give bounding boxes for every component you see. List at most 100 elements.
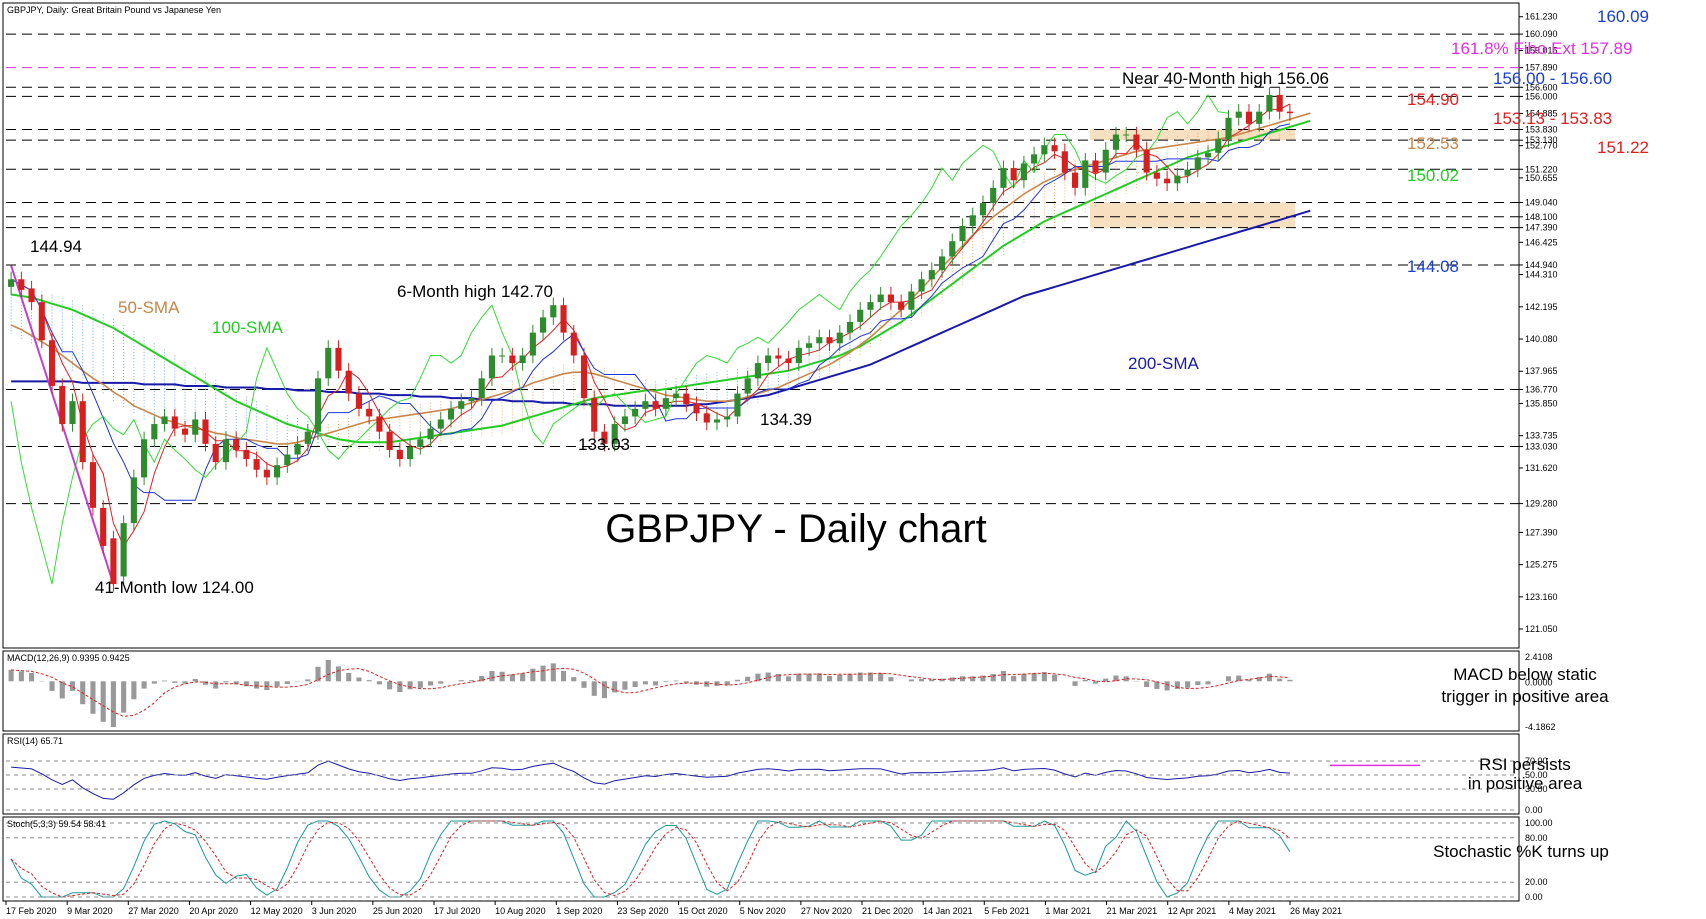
candle-body-93 bbox=[959, 225, 966, 242]
candle-body-75 bbox=[775, 355, 782, 359]
candle-body-6 bbox=[69, 401, 76, 425]
macd-signal-line bbox=[11, 667, 1290, 717]
y-tick-label-18: 142.195 bbox=[1525, 302, 1558, 312]
rsi-annotation-line1: RSI persists bbox=[1479, 755, 1571, 774]
x-tick-label-19: 12 Apr 2021 bbox=[1168, 906, 1217, 916]
x-tick-label-20: 4 May 2021 bbox=[1229, 906, 1276, 916]
y-tick-label-24: 133.030 bbox=[1525, 441, 1558, 451]
candle-body-96 bbox=[990, 187, 997, 204]
candle-body-51 bbox=[529, 332, 536, 356]
candle-body-31 bbox=[325, 347, 332, 379]
candle-body-120 bbox=[1235, 111, 1242, 118]
candle-body-81 bbox=[836, 332, 843, 344]
x-tick-label-0: 17 Feb 2020 bbox=[6, 906, 57, 916]
candle-body-25 bbox=[263, 469, 270, 478]
candle-body-8 bbox=[89, 462, 97, 508]
candle-body-59 bbox=[611, 424, 618, 444]
candle-body-104 bbox=[1071, 172, 1079, 188]
y-tick-label-3: 157.890 bbox=[1525, 63, 1558, 73]
annotation-41m-low: 41-Month low 124.00 bbox=[95, 578, 254, 597]
rsi-line bbox=[11, 760, 1290, 800]
chikou-span-line bbox=[10, 93, 1229, 585]
candle-body-43 bbox=[447, 408, 455, 420]
candle-body-65 bbox=[673, 393, 680, 399]
y-tick-label-6: 154.885 bbox=[1525, 108, 1558, 118]
x-tick-label-15: 14 Jan 2021 bbox=[923, 906, 973, 916]
pane3-y-tick-2: 20.00 bbox=[1525, 877, 1548, 887]
candle-body-62 bbox=[642, 401, 649, 409]
candle-body-115 bbox=[1184, 169, 1191, 176]
sma100-line bbox=[10, 119, 1311, 444]
candle-body-113 bbox=[1164, 178, 1171, 184]
x-tick-label-7: 17 Jul 2020 bbox=[434, 906, 481, 916]
rsi-line bbox=[11, 760, 1420, 800]
candle-body-12 bbox=[130, 477, 137, 524]
pane2-y-tick-3: 0.00 bbox=[1525, 805, 1543, 815]
candle-body-30 bbox=[314, 378, 322, 432]
level-label-150-02: 150.02 bbox=[1407, 166, 1459, 185]
y-tick-label-9: 152.770 bbox=[1525, 141, 1558, 151]
candle-body-74 bbox=[765, 355, 772, 364]
macd-histogram bbox=[8, 659, 1293, 727]
candle-body-60 bbox=[621, 416, 628, 425]
y-tick-label-14: 147.390 bbox=[1525, 223, 1558, 233]
y-tick-label-8: 153.130 bbox=[1525, 135, 1558, 145]
rsi-title: RSI(14) 65.71 bbox=[7, 736, 63, 746]
stoch-pane-frame bbox=[2, 816, 1520, 902]
candle-body-49 bbox=[509, 355, 516, 364]
candle-body-87 bbox=[898, 302, 905, 310]
pane1-y-tick-0: 2.4108 bbox=[1525, 652, 1553, 662]
candle-body-39 bbox=[407, 446, 414, 460]
candle-body-77 bbox=[795, 347, 802, 364]
candle-body-79 bbox=[816, 337, 823, 344]
candle-body-116 bbox=[1194, 157, 1201, 170]
pane2-y-tick-1: 50.00 bbox=[1525, 770, 1548, 780]
candle-body-0 bbox=[8, 279, 15, 287]
y-tick-label-26: 129.280 bbox=[1525, 499, 1558, 509]
y-tick-label-2: 159.015 bbox=[1525, 45, 1558, 55]
level-label-144-08: 144.08 bbox=[1407, 257, 1459, 276]
candle-body-85 bbox=[877, 294, 884, 303]
y-tick-label-25: 131.620 bbox=[1525, 463, 1558, 473]
candle-body-66 bbox=[683, 393, 690, 405]
y-tick-label-12: 149.040 bbox=[1525, 197, 1558, 207]
candle-body-18 bbox=[192, 419, 199, 435]
candle-body-42 bbox=[437, 419, 444, 429]
level-label-fibo: 161.8% Fibo Ext 157.89 bbox=[1451, 39, 1632, 58]
candle-body-97 bbox=[1000, 168, 1007, 188]
candle-body-15 bbox=[161, 416, 168, 425]
candle-body-50 bbox=[519, 355, 526, 364]
y-tick-label-1: 160.090 bbox=[1525, 29, 1558, 39]
y-tick-label-15: 146.425 bbox=[1525, 237, 1558, 247]
annotation-40m-high: Near 40-Month high 156.06 bbox=[1122, 69, 1329, 88]
x-tick-label-8: 10 Aug 2020 bbox=[495, 906, 546, 916]
candle-body-55 bbox=[570, 332, 577, 356]
candle-body-19 bbox=[202, 419, 209, 444]
candle-body-72 bbox=[744, 378, 751, 394]
candle-body-32 bbox=[335, 347, 342, 371]
y-tick-label-10: 151.220 bbox=[1525, 164, 1558, 174]
candle-body-17 bbox=[181, 428, 189, 435]
y-tick-label-17: 144.310 bbox=[1525, 270, 1558, 280]
horizontal-levels bbox=[6, 33, 1519, 505]
candle-body-37 bbox=[386, 431, 393, 450]
level-label-152-53: 152.53 bbox=[1407, 134, 1459, 153]
y-tick-label-21: 136.770 bbox=[1525, 384, 1558, 394]
macd-title: MACD(12,26,9) 0.9395 0.9425 bbox=[7, 653, 130, 663]
candle-body-52 bbox=[540, 317, 547, 333]
candle-body-2 bbox=[28, 288, 35, 303]
y-tick-label-4: 156.600 bbox=[1525, 82, 1558, 92]
candle-body-36 bbox=[376, 416, 383, 432]
candle-body-106 bbox=[1092, 160, 1099, 173]
y-tick-label-0: 161.230 bbox=[1525, 12, 1558, 22]
candle-body-119 bbox=[1225, 117, 1232, 140]
chart-big-title: GBPJPY - Daily chart bbox=[605, 507, 987, 551]
stoch-d-line bbox=[10, 820, 1291, 898]
stoch-annotation: Stochastic %K turns up bbox=[1433, 842, 1609, 861]
candle-body-56 bbox=[580, 355, 588, 399]
candle-body-101 bbox=[1041, 145, 1048, 155]
candle-body-125 bbox=[1286, 111, 1293, 114]
annotation-sma100-label: 100-SMA bbox=[212, 318, 284, 337]
candle-body-23 bbox=[243, 449, 250, 460]
candle-body-53 bbox=[550, 305, 557, 318]
